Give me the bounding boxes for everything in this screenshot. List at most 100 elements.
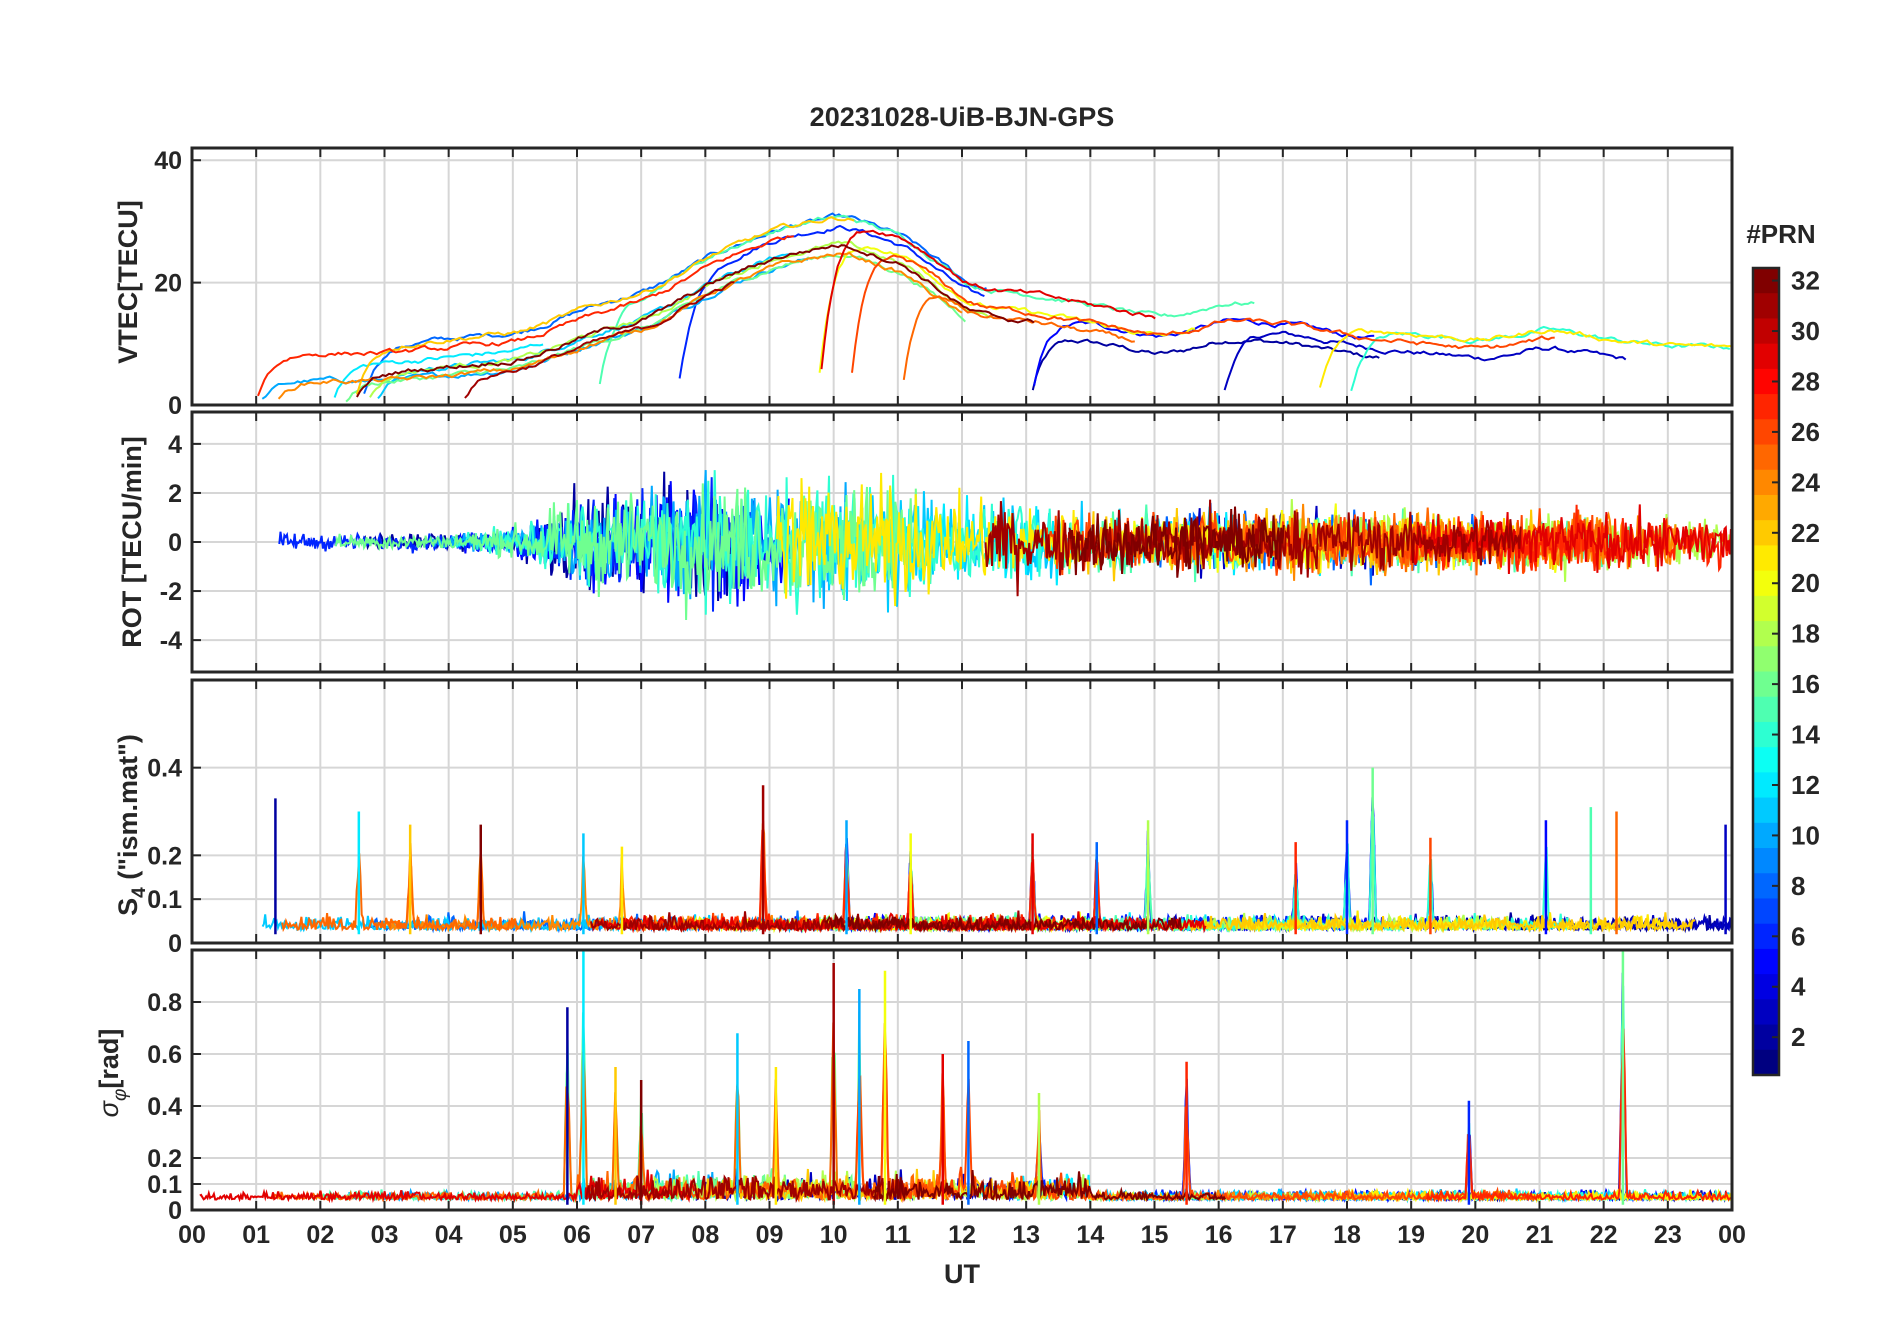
- panel-sigma-phi: 00.10.2 0.4 0.6 0.8 σφ[rad]: [94, 948, 1734, 1225]
- s4-series: [261, 767, 1732, 935]
- sigma-phi-ticks: 00.10.2 0.4 0.6 0.8: [147, 950, 1733, 1225]
- rot-trace-prn-32: [1068, 506, 1285, 578]
- x-tick-label: 06: [563, 1221, 591, 1249]
- sigma_phi-trace-prn-26: [845, 1048, 1537, 1204]
- vtec-trace-prn-2: [1031, 338, 1380, 391]
- colorbar-tick-label: 28: [1791, 366, 1820, 396]
- colorbar-tick-label: 18: [1791, 619, 1820, 649]
- sigma_phi-ytick-label: 0.2: [147, 1145, 182, 1173]
- vtec-ytick-label: 20: [154, 270, 182, 298]
- vtec-trace-prn-31: [464, 281, 735, 399]
- rot-series: [278, 470, 1732, 621]
- rot-trace-prn-16: [334, 483, 924, 621]
- vtec-trace-prn-14: [1350, 325, 1731, 392]
- s4-ticks: 0 0.1 0.2 0.4: [147, 680, 1733, 958]
- colorbar-tick-label: 10: [1791, 820, 1820, 850]
- colorbar-segment-prn-25: [1753, 444, 1779, 471]
- s4-ytick-label: 0: [168, 930, 182, 958]
- x-tick-label: 21: [1526, 1221, 1554, 1249]
- x-tick-label: 08: [691, 1221, 719, 1249]
- colorbar-segment-prn-9: [1753, 848, 1779, 874]
- x-tick-label: 00: [178, 1221, 206, 1249]
- colorbar-tick-label: 4: [1791, 972, 1806, 1002]
- sigma-phi-ylabel-rest: [rad]: [94, 1029, 124, 1089]
- rot-ylabel: ROT [TECU/min]: [117, 436, 147, 647]
- x-axis-tick-labels: 00 01 02 03 04 05 06 07 08 09 10 11 12 13 14 15 16 17 18 19…: [178, 1221, 1746, 1249]
- sigma-phi-ylabel-sub: φ: [110, 1089, 131, 1101]
- rot-ytick-label: -2: [160, 578, 182, 606]
- colorbar-tick-label: 22: [1791, 518, 1820, 548]
- colorbar-segment-prn-29: [1753, 343, 1779, 370]
- s4-ytick-label: 0.2: [147, 842, 182, 870]
- colorbar-segment-prn-13: [1753, 747, 1779, 773]
- colorbar-segment-prn-21: [1753, 545, 1779, 572]
- x-tick-label: 19: [1397, 1221, 1425, 1249]
- sigma_phi-ytick-label: 0: [168, 1197, 182, 1225]
- sigma_phi-ytick-label: 0.4: [147, 1093, 182, 1121]
- colorbar-tick-label: 2: [1791, 1022, 1805, 1052]
- s4-ylabel-rest: ("ism.mat"): [113, 734, 143, 887]
- colorbar-tick-label: 8: [1791, 871, 1805, 901]
- sigma-phi-ylabel-base: σ: [94, 1099, 124, 1117]
- colorbar-segments: [1753, 268, 1779, 1076]
- colorbar-segment-prn-31: [1753, 293, 1779, 320]
- x-tick-label: 00: [1718, 1221, 1746, 1249]
- vtec-trace-prn-25: [902, 295, 1135, 381]
- sigma_phi-traces: [199, 950, 1732, 1205]
- colorbar-segment-prn-7: [1753, 898, 1779, 925]
- colorbar-title: #PRN: [1746, 219, 1815, 249]
- sigma_phi-ytick-label: 0.8: [147, 989, 182, 1017]
- rot-ytick-label: 2: [168, 480, 182, 508]
- x-tick-label: 20: [1461, 1221, 1489, 1249]
- colorbar-segment-prn-17: [1753, 646, 1779, 673]
- sigma_phi-trace-prn-32: [872, 1170, 1227, 1203]
- colorbar-tick-label: 26: [1791, 417, 1820, 447]
- vtec-trace-prn-8: [363, 212, 987, 394]
- sigma_phi-ytick-label: 0.1: [147, 1171, 182, 1199]
- sigma_phi-trace-prn-27: [1426, 1028, 1732, 1203]
- vtec-trace-prn-21: [1318, 328, 1731, 388]
- x-tick-label: 23: [1654, 1221, 1682, 1249]
- sigma-phi-series: [199, 950, 1732, 1205]
- vtec-ylabel: VTEC[TECU]: [113, 200, 143, 364]
- x-tick-label: 17: [1269, 1221, 1297, 1249]
- colorbar-segment-prn-19: [1753, 595, 1779, 622]
- x-tick-label: 07: [627, 1221, 655, 1249]
- vtec-trace-prn-6: [678, 224, 985, 379]
- s4-ylabel-base: S: [113, 898, 143, 916]
- vtec-trace-prn-26: [851, 254, 1555, 373]
- s4-trace-prn-22: [1188, 912, 1696, 934]
- sigma_phi-ytick-label: 0.6: [147, 1041, 182, 1069]
- x-tick-label: 09: [756, 1221, 784, 1249]
- colorbar-tick-label: 20: [1791, 568, 1820, 598]
- vtec-ytick-label: 40: [154, 147, 182, 175]
- vtec-trace-prn-27: [257, 235, 794, 397]
- x-tick-label: 02: [306, 1221, 334, 1249]
- rot-ticks: -4 -2 0 2 4: [160, 412, 1733, 672]
- x-tick-label: 22: [1590, 1221, 1618, 1249]
- panel-rot: -4 -2 0 2 4 ROT [TECU/min]: [117, 410, 1734, 674]
- x-tick-label: 18: [1333, 1221, 1361, 1249]
- panel-s4: 0 0.1 0.2 0.4 S4 ("ism.mat"): [113, 678, 1734, 958]
- vtec-ytick-label: 0: [168, 392, 182, 420]
- vtec-trace-prn-29: [820, 229, 1156, 370]
- vtec-ticks: 0 20 40: [154, 147, 1733, 420]
- s4-traces: [261, 767, 1732, 935]
- rot-ytick-label: 0: [168, 529, 182, 557]
- vtec-trace-prn-3: [1223, 330, 1627, 391]
- colorbar-segment-prn-3: [1753, 999, 1779, 1026]
- colorbar-tick-label: 32: [1791, 266, 1820, 296]
- s4-ytick-label: 0.4: [147, 755, 182, 783]
- colorbar-tick-label: 16: [1791, 669, 1820, 699]
- rot-traces: [278, 470, 1732, 621]
- s4-ylabel-sub: 4: [129, 887, 150, 898]
- colorbar-segment-prn-5: [1753, 948, 1779, 975]
- sigma_phi-trace-prn-31: [585, 1174, 908, 1203]
- x-tick-label: 04: [435, 1221, 463, 1249]
- panel-vtec: 0 20 40 VTEC[TECU]: [113, 146, 1734, 420]
- sigma-phi-ylabel: σφ[rad]: [94, 1029, 131, 1118]
- colorbar-tick-label: 12: [1791, 770, 1820, 800]
- colorbar-box: [1751, 266, 1781, 1077]
